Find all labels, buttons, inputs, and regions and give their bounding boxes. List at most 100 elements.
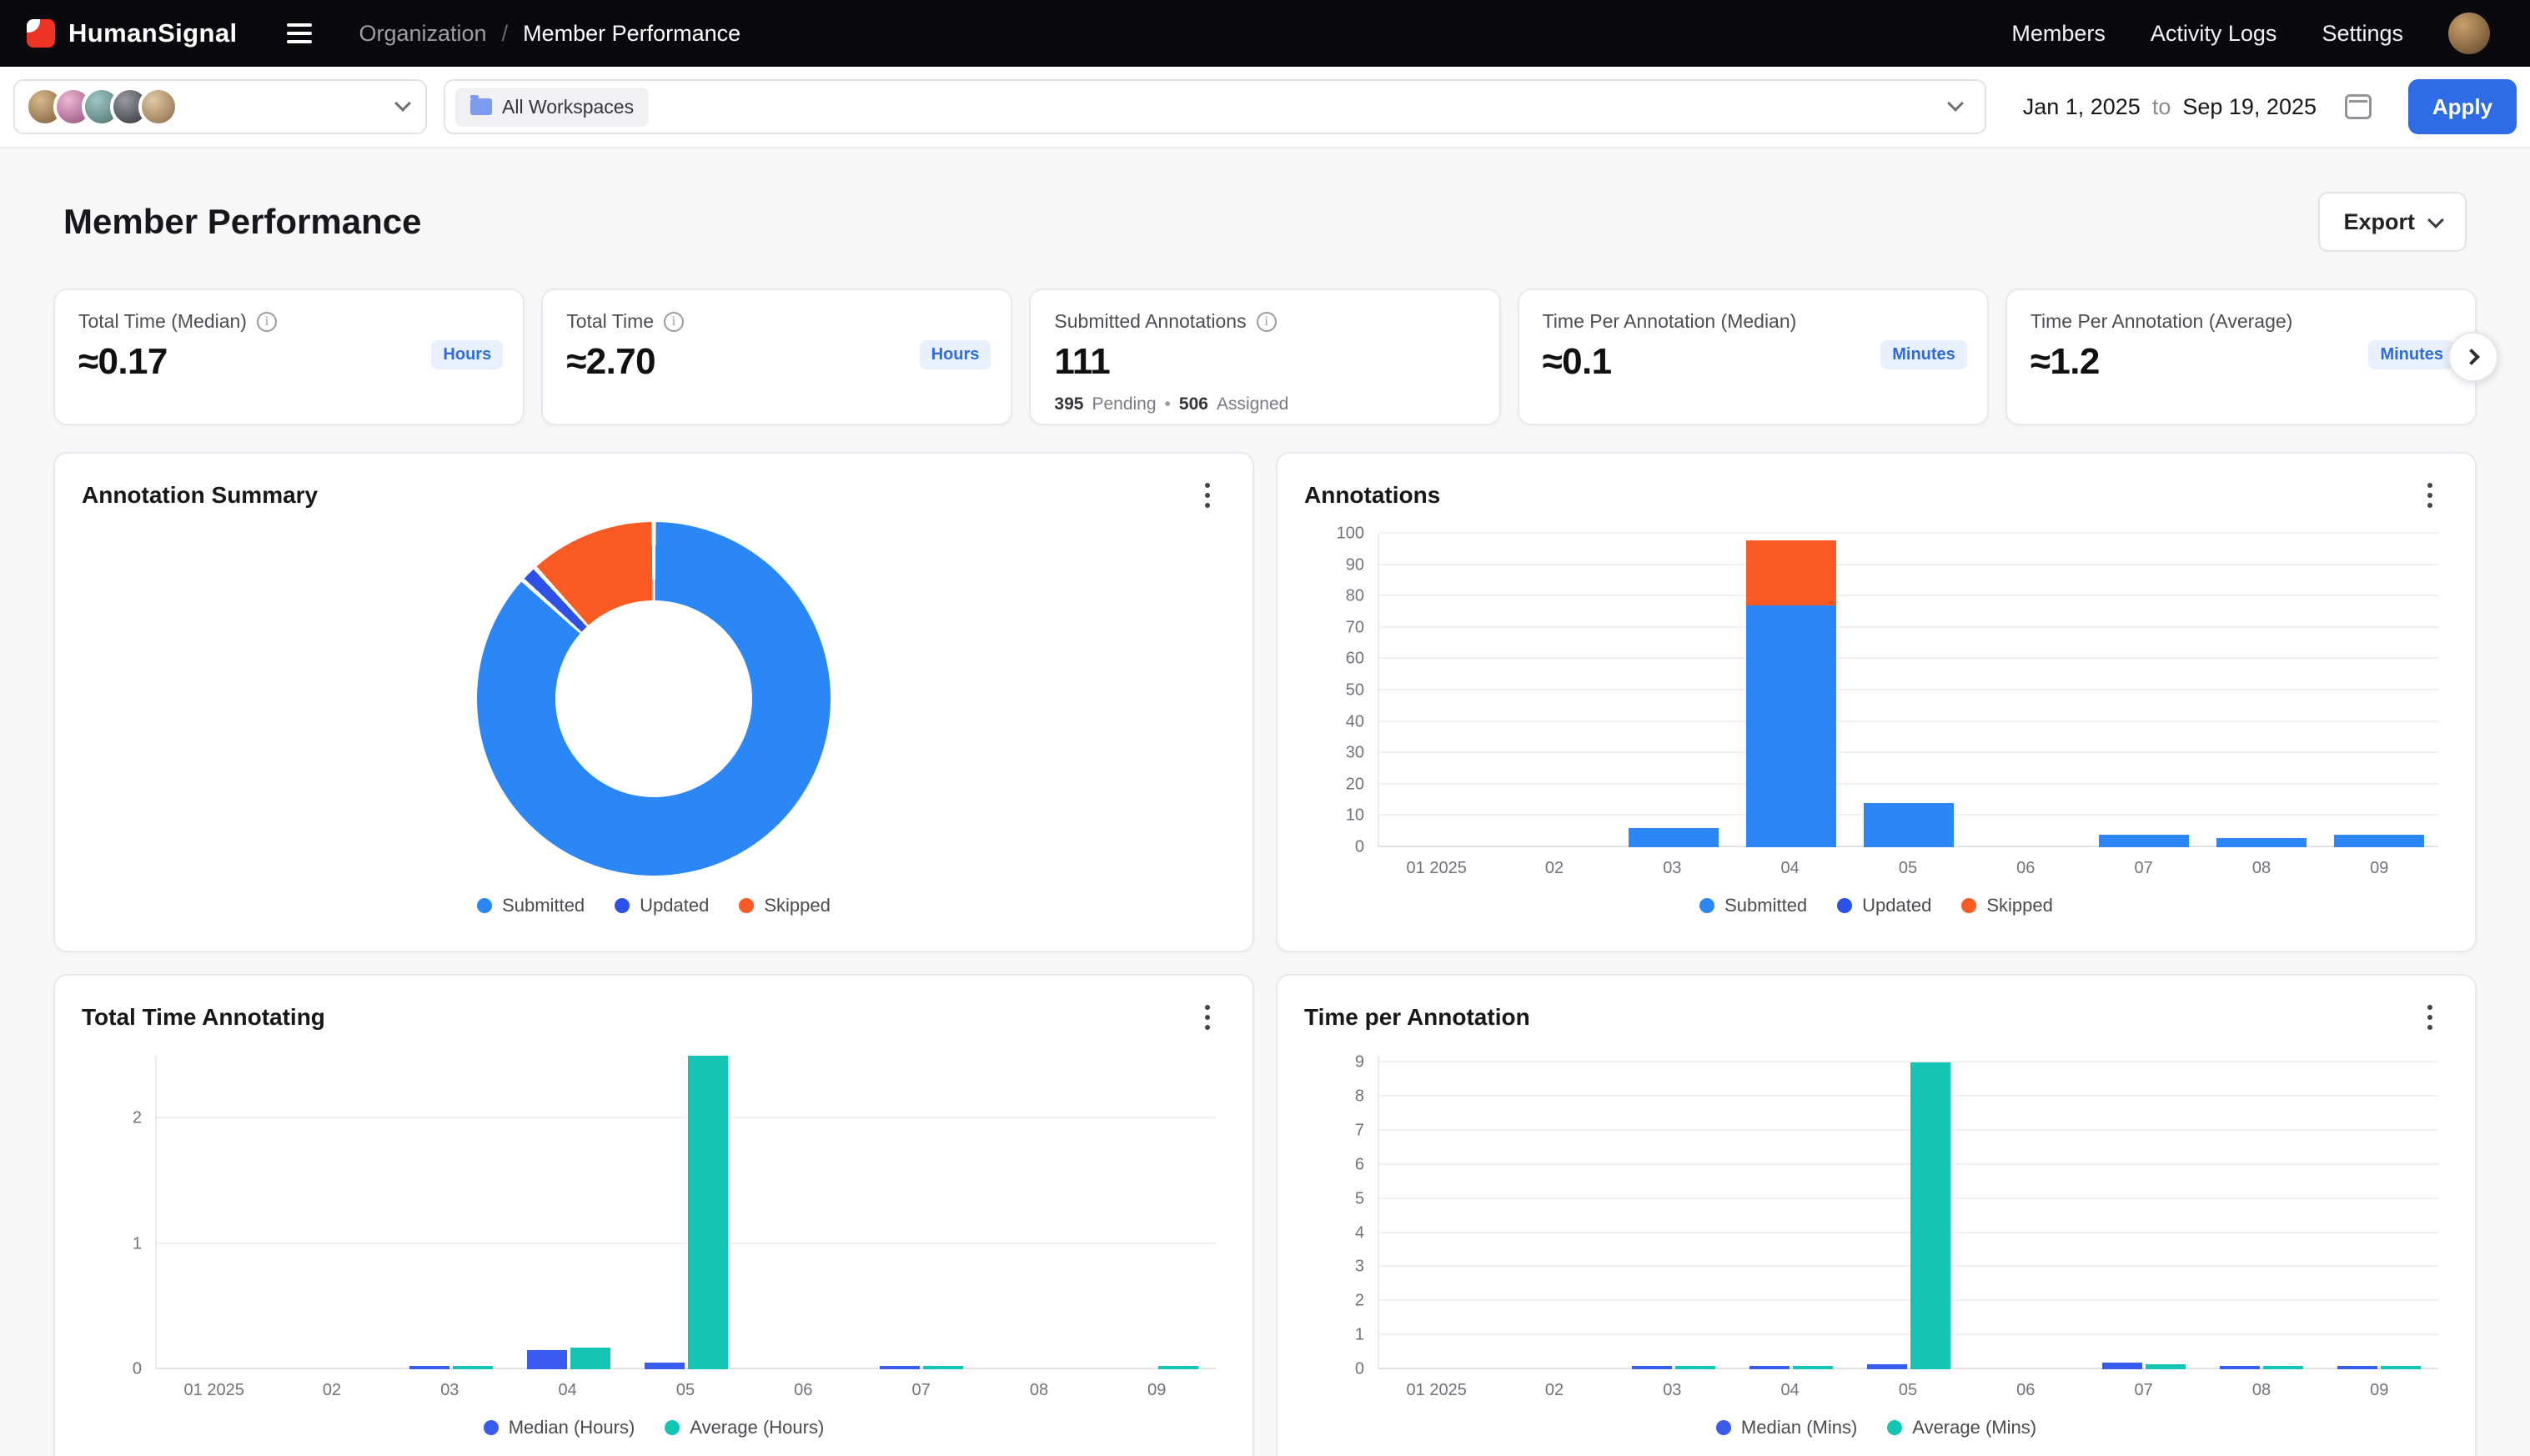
legend-label: Skipped	[1986, 895, 2053, 916]
nav-link-members[interactable]: Members	[2011, 20, 2106, 46]
bar	[1910, 1062, 1950, 1369]
legend-item[interactable]: Median (Hours)	[483, 1417, 635, 1438]
legend-label: Average (Mins)	[1912, 1417, 2037, 1438]
stat-value: ≈0.1	[1542, 341, 1613, 382]
legend-label: Submitted	[502, 895, 585, 916]
unit-badge: Hours	[431, 340, 504, 369]
legend-label: Submitted	[1724, 895, 1808, 916]
legend-dot-icon	[1887, 1420, 1903, 1435]
y-tick-label: 10	[1345, 806, 1364, 825]
category-cell	[2321, 1056, 2438, 1369]
humansignal-logo-icon	[27, 19, 55, 48]
pending-label: Pending	[1092, 394, 1157, 414]
stat-label: Total Time	[566, 310, 655, 332]
y-tick-label: 40	[1345, 712, 1364, 731]
category-cell	[1850, 534, 1967, 847]
avatar	[138, 87, 178, 127]
y-tick-label: 5	[1354, 1189, 1364, 1208]
user-avatar[interactable]	[2448, 13, 2490, 54]
chart-menu-button[interactable]	[2412, 477, 2448, 514]
member-avatars	[25, 87, 178, 127]
category-cell	[1850, 1056, 1967, 1369]
bar-chart: 0 10 20 30 40 50 60 70 80 90 100 01 2025 02 03 04 05 06…	[1304, 514, 2448, 884]
info-icon[interactable]	[1256, 311, 1277, 332]
legend-item[interactable]: Skipped	[1961, 895, 2053, 916]
legend-dot-icon	[477, 898, 493, 913]
page-header: Member Performance Export	[53, 192, 2477, 252]
breadcrumb-organization[interactable]: Organization	[359, 20, 487, 46]
x-tick-label: 06	[2016, 1381, 2036, 1399]
donut-chart	[82, 514, 1226, 884]
bar	[1866, 1363, 1907, 1369]
info-icon[interactable]	[256, 311, 277, 332]
x-tick-label: 07	[911, 1381, 931, 1399]
members-filter-select[interactable]	[13, 79, 427, 134]
stat-value: ≈0.17	[78, 341, 168, 382]
x-tick-label: 02	[1544, 1381, 1564, 1399]
legend-dot-icon	[1699, 898, 1715, 913]
x-tick-label: 09	[1147, 1381, 1167, 1399]
chart-menu-button[interactable]	[2412, 999, 2448, 1036]
y-tick-label: 1	[132, 1234, 142, 1253]
bar-area	[1379, 534, 2438, 847]
category-cell	[1968, 1056, 2086, 1369]
legend-item[interactable]: Updated	[1837, 895, 1931, 916]
y-tick-label: 8	[1354, 1087, 1364, 1106]
x-tick-label: 07	[2134, 859, 2153, 877]
stat-card-total-time-median: Total Time (Median) ≈0.17 Hours	[53, 289, 525, 425]
date-range-picker[interactable]: Jan 1, 2025 to Sep 19, 2025	[2003, 94, 2392, 120]
bar	[880, 1366, 921, 1369]
chart-menu-button[interactable]	[1189, 477, 1226, 514]
menu-icon[interactable]	[280, 17, 319, 50]
category-cell	[392, 1056, 510, 1369]
x-tick-label: 08	[2251, 1381, 2271, 1399]
category-cell	[1379, 1056, 1497, 1369]
gridline	[1379, 1061, 2438, 1063]
stat-card-submitted-annotations: Submitted Annotations 111 395 Pending • …	[1029, 289, 1501, 425]
gridline	[1379, 625, 2438, 628]
legend-item[interactable]: Skipped	[739, 895, 831, 916]
chart-menu-button[interactable]	[1189, 999, 1226, 1036]
gridline	[1379, 1265, 2438, 1268]
brand-logo[interactable]: HumanSignal	[27, 18, 237, 48]
bar-segment	[1863, 803, 1954, 847]
nav-link-settings[interactable]: Settings	[2322, 20, 2403, 46]
breadcrumb: Organization / Member Performance	[359, 21, 740, 47]
export-button[interactable]: Export	[2318, 192, 2467, 252]
workspace-filter-select[interactable]: All Workspaces	[444, 79, 1986, 134]
legend-dot-icon	[615, 898, 630, 913]
legend-item[interactable]: Median (Mins)	[1715, 1417, 1857, 1438]
workspace-tag-label: All Workspaces	[502, 95, 635, 118]
bar	[644, 1363, 685, 1369]
bar-area	[157, 1056, 1216, 1369]
x-tick-label: 04	[1780, 859, 1800, 877]
legend-dot-icon	[1961, 898, 1977, 913]
gridline	[1379, 1197, 2438, 1199]
top-nav: HumanSignal Organization / Member Perfor…	[0, 0, 2530, 67]
stat-label: Submitted Annotations	[1054, 310, 1247, 332]
legend-item[interactable]: Submitted	[477, 895, 585, 916]
breadcrumb-current: Member Performance	[523, 20, 741, 46]
stat-label-row: Total Time	[566, 310, 987, 333]
chevron-down-icon	[2427, 212, 2444, 228]
stats-next-button[interactable]	[2448, 332, 2498, 382]
stats-row: Total Time (Median) ≈0.17 Hours Total Ti…	[53, 289, 2498, 425]
unit-badge: Minutes	[2368, 340, 2456, 369]
breadcrumb-separator: /	[501, 20, 509, 46]
bar-stack	[1745, 534, 1836, 847]
category-cell	[1497, 1056, 1614, 1369]
apply-button[interactable]: Apply	[2408, 79, 2517, 134]
bar-stack	[2216, 534, 2307, 847]
donut	[477, 522, 831, 876]
legend-item[interactable]: Submitted	[1699, 895, 1807, 916]
legend-item[interactable]: Average (Mins)	[1887, 1417, 2036, 1438]
stat-value: ≈1.2	[2030, 341, 2101, 382]
legend-item[interactable]: Updated	[615, 895, 709, 916]
gridline	[1379, 1162, 2438, 1165]
nav-link-activity-logs[interactable]: Activity Logs	[2150, 20, 2277, 46]
legend-item[interactable]: Average (Hours)	[665, 1417, 824, 1438]
bar-segment	[1745, 605, 1836, 847]
bar-stack	[1981, 534, 2071, 847]
info-icon[interactable]	[664, 311, 685, 332]
